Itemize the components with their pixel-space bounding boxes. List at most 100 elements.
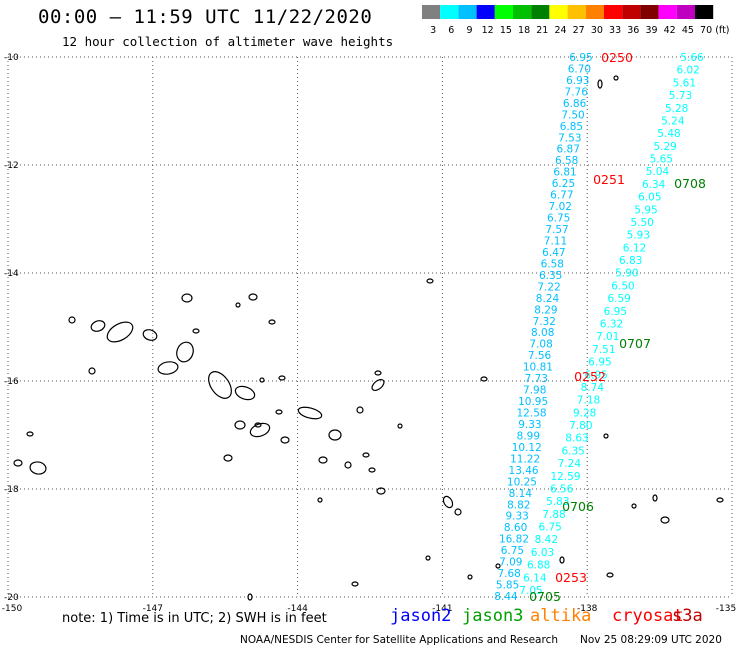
- track-a-swh-label: 8.14: [509, 488, 533, 500]
- track-a-swh-label: 6.87: [557, 144, 580, 156]
- island-outline: [254, 422, 262, 428]
- pass-time-label: 0250: [601, 50, 633, 65]
- island-outline: [559, 556, 565, 564]
- island-outline: [597, 79, 603, 89]
- track-a-swh-label: 7.76: [565, 86, 589, 98]
- island-outline: [234, 385, 256, 401]
- track-a-swh-label: 9.33: [505, 511, 528, 523]
- pass-time-label: 0706: [562, 499, 594, 514]
- legend-label: 33: [609, 25, 621, 36]
- island-outlines: [13, 75, 724, 601]
- island-outline: [278, 375, 286, 381]
- footer-timestamp: Nov 25 08:29:09 UTC 2020: [580, 634, 722, 646]
- island-outline: [223, 454, 233, 462]
- track-b-swh-label: 5.83: [546, 496, 569, 508]
- legend-label: 27: [573, 25, 585, 36]
- track-a-swh-label: 6.77: [550, 190, 573, 202]
- satellite-name: jason2: [390, 606, 452, 626]
- legend-label: 70: [700, 25, 712, 36]
- track-b-swh-label: 8.63: [565, 433, 588, 445]
- track-a-swh-label: 6.86: [563, 98, 587, 110]
- track-a-swh-label: 6.85: [560, 121, 583, 133]
- track-a-swh-label: 9.33: [518, 419, 541, 431]
- wave-height-color-legend: 3 6 9 12 15 18 21 24 27 30 33 36 39 42 45 70 (ft): [422, 5, 730, 36]
- island-outline: [442, 495, 454, 509]
- track-a-swh-label: 7.57: [545, 224, 568, 236]
- track-b-swh-label: 6.95: [588, 357, 611, 369]
- island-outline: [318, 456, 328, 464]
- track-a-swh-label: 7.98: [523, 385, 546, 397]
- track-b-swh-label: 12.59: [550, 471, 580, 483]
- legend-label: 30: [591, 25, 603, 36]
- track-b-swh-label: 5.93: [627, 230, 650, 242]
- island-outline: [652, 494, 658, 502]
- axis-labels: -10 -12 -14 -16 -18 -20-150 -147 -144 -141 -138 -1…: [2, 53, 736, 614]
- track-a-swh-label: 7.08: [529, 339, 552, 351]
- track-a-swh-label: 7.73: [525, 373, 548, 385]
- altimeter-tracks: 6.956.706.937.766.867.506.857.536.876.58…: [494, 50, 706, 604]
- island-outline: [29, 461, 47, 475]
- legend-swatch: [458, 5, 477, 19]
- lon-tick-label: -138: [577, 604, 598, 614]
- island-outline: [351, 581, 359, 587]
- track-a-swh-label: 16.82: [499, 534, 529, 546]
- island-outline: [368, 467, 376, 473]
- track-b-swh-label: 6.35: [561, 445, 584, 457]
- legend-label: 39: [645, 25, 657, 36]
- track-b-swh-label: 7.24: [558, 458, 582, 470]
- legend-swatch: [585, 5, 604, 19]
- track-a-swh-label: 5.85: [496, 580, 519, 592]
- legend-label: 12: [482, 25, 494, 36]
- island-outline: [362, 452, 370, 458]
- track-b-swh-label: 5.04: [646, 166, 670, 178]
- track-b-swh-label: 5.90: [615, 268, 638, 280]
- pass-time-label: 0708: [674, 176, 706, 191]
- track-a-swh-label: 11.22: [510, 453, 540, 465]
- legend-swatch: [695, 5, 714, 19]
- track-a-swh-label: 8.08: [531, 327, 554, 339]
- track-a-swh-label: 7.68: [497, 568, 520, 580]
- island-outline: [280, 436, 290, 444]
- track-b-swh-label: 6.88: [527, 560, 550, 572]
- track-b-swh-label: 7.80: [569, 420, 592, 432]
- island-outline: [317, 497, 323, 503]
- legend-swatch: [676, 5, 695, 19]
- track-b-swh-label: 6.34: [642, 179, 666, 191]
- island-outline: [68, 316, 76, 324]
- legend-swatch: [476, 5, 495, 19]
- track-b-swh-label: 7.51: [592, 344, 615, 356]
- legend-swatch: [549, 5, 568, 19]
- track-a-swh-label: 6.75: [501, 545, 524, 557]
- pass-time-label: 0253: [555, 570, 587, 585]
- track-a-swh-label: 8.82: [507, 499, 530, 511]
- track-a-swh-label: 6.93: [566, 75, 589, 87]
- island-outline: [157, 361, 179, 375]
- legend-label: 45: [682, 25, 694, 36]
- island-outline: [328, 429, 342, 441]
- island-outline: [344, 461, 352, 469]
- track-b-swh-label: 6.32: [600, 319, 623, 331]
- footer-credit: NOAA/NESDIS Center for Satellite Applica…: [240, 634, 558, 646]
- pass-time-label: 0252: [574, 369, 606, 384]
- island-outline: [356, 406, 364, 414]
- legend-label: 15: [500, 25, 512, 36]
- lat-tick-label: -16: [4, 377, 19, 387]
- legend-label: 6: [448, 25, 454, 36]
- track-a-swh-label: 6.35: [539, 270, 562, 282]
- pass-time-label: 0251: [593, 172, 625, 187]
- satellite-name: jason3: [462, 606, 524, 626]
- island-outline: [495, 563, 501, 569]
- lon-tick-label: -144: [287, 604, 308, 614]
- track-a-swh-label: 10.95: [518, 396, 548, 408]
- track-a-swh-label: 8.29: [534, 304, 557, 316]
- legend-unit: (ft): [715, 25, 729, 36]
- island-outline: [631, 503, 637, 509]
- track-b-swh-label: 6.59: [607, 293, 630, 305]
- island-outline: [374, 370, 382, 376]
- track-b-swh-label: 5.61: [673, 77, 696, 89]
- track-b-swh-label: 6.03: [531, 547, 554, 559]
- track-a-swh-label: 7.22: [537, 281, 560, 293]
- satellite-name: altika: [530, 606, 592, 626]
- track-b-swh-label: 7.01: [596, 331, 619, 343]
- lat-tick-label: -14: [4, 269, 19, 279]
